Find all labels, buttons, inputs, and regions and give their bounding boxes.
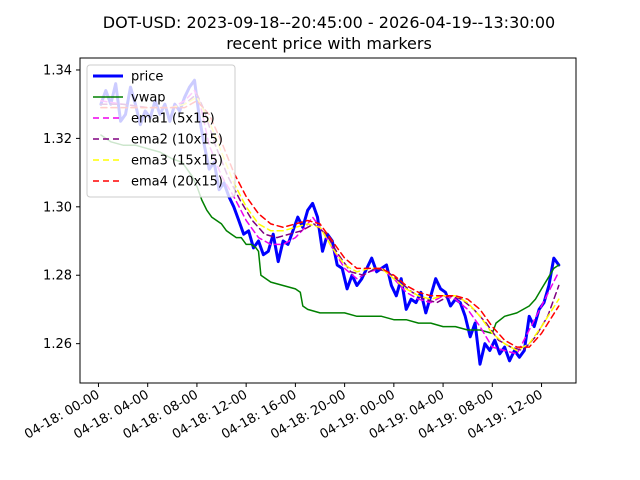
legend-label-5: ema4 (20x15) bbox=[131, 175, 223, 190]
legend-label-1: vwap bbox=[131, 91, 166, 106]
y-tick-label-3: 1.32 bbox=[43, 132, 72, 147]
chart-title: DOT-USD: 2023-09-18--20:45:00 - 2026-04-… bbox=[103, 13, 555, 32]
legend-label-4: ema3 (15x15) bbox=[131, 154, 223, 169]
y-tick-label-4: 1.34 bbox=[43, 63, 72, 78]
legend-box bbox=[86, 64, 236, 198]
y-tick-label-2: 1.30 bbox=[43, 200, 72, 215]
y-tick-label-1: 1.28 bbox=[43, 269, 72, 284]
legend-label-3: ema2 (10x15) bbox=[131, 133, 223, 148]
legend-label-0: price bbox=[131, 70, 163, 85]
legend: price vwap ema1 (5x15) ema2 (10x15) ema3 (15… bbox=[86, 64, 236, 198]
axes-frame bbox=[79, 57, 577, 384]
legend-label-2: ema1 (5x15) bbox=[131, 112, 215, 127]
chart-subtitle: recent price with markers bbox=[226, 34, 432, 53]
y-tick-label-0: 1.26 bbox=[43, 337, 72, 352]
